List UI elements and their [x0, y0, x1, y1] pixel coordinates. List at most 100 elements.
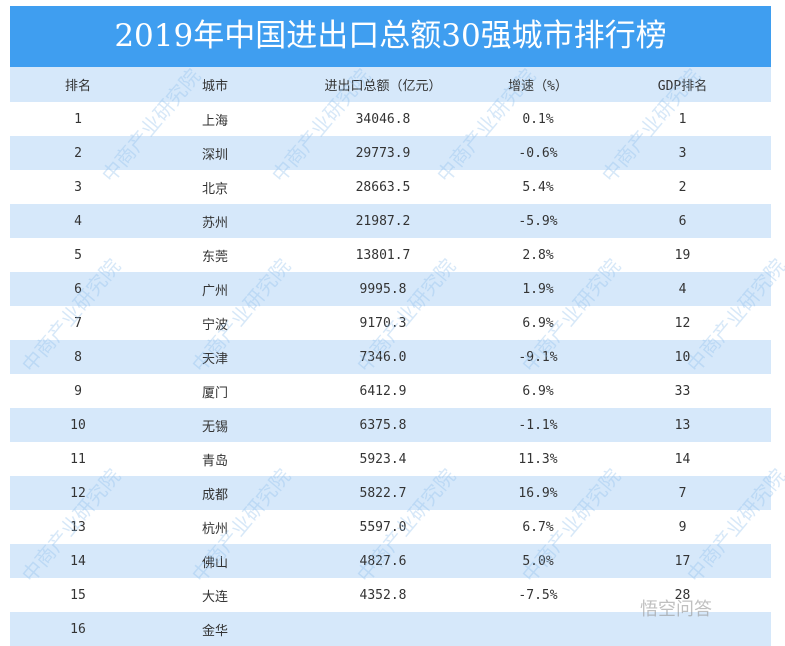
- cell-gdp-rank: 6: [678, 213, 687, 229]
- cell-city: 厦门: [201, 385, 228, 401]
- header-rank: 排名: [64, 79, 91, 94]
- cell-growth: 16.9%: [518, 485, 558, 501]
- cell-gdp-rank: 17: [674, 553, 691, 569]
- cell-city: 上海: [201, 113, 228, 129]
- cell-rank: 12: [70, 485, 86, 501]
- table-row: 1 上海 34046.8 0.1% 1: [10, 102, 771, 136]
- cell-city: 东莞: [201, 249, 228, 265]
- cell-rank: 1: [74, 111, 82, 127]
- cell-gdp-rank: 9: [678, 519, 687, 535]
- cell-total: 6412.9: [359, 383, 407, 399]
- table-row: 16 金华: [10, 612, 771, 646]
- cell-total: 6375.8: [359, 417, 407, 433]
- cell-rank: 3: [74, 179, 82, 195]
- cell-total: 28663.5: [355, 179, 411, 195]
- cell-total: 13801.7: [355, 247, 411, 263]
- table-row: 15 大连 4352.8 -7.5% 28: [10, 578, 771, 612]
- table-row: 14 佛山 4827.6 5.0% 17: [10, 544, 771, 578]
- cell-growth: -7.5%: [518, 587, 558, 603]
- cell-growth: 5.4%: [522, 179, 554, 195]
- table-row: 4 苏州 21987.2 -5.9% 6: [10, 204, 771, 238]
- cell-growth: 6.9%: [522, 383, 554, 399]
- header-total: 进出口总额（亿元）: [324, 79, 442, 94]
- cell-total: 4827.6: [359, 553, 407, 569]
- cell-growth: 2.8%: [522, 247, 554, 263]
- cell-rank: 16: [70, 621, 86, 637]
- table-row: 5 东莞 13801.7 2.8% 19: [10, 238, 771, 272]
- table-title: 2019年中国进出口总额30强城市排行榜: [10, 6, 771, 67]
- cell-city: 天津: [201, 351, 228, 367]
- cell-growth: 1.9%: [522, 281, 554, 297]
- cell-gdp-rank: 2: [678, 179, 687, 195]
- cell-growth: 6.9%: [522, 315, 554, 331]
- cell-gdp-rank: 19: [674, 247, 691, 263]
- cell-rank: 10: [70, 417, 86, 433]
- cell-city: 成都: [201, 487, 228, 503]
- cell-gdp-rank: 12: [674, 315, 691, 331]
- cell-growth: -5.9%: [518, 213, 558, 229]
- cell-rank: 11: [70, 451, 86, 467]
- cell-city: 无锡: [201, 419, 228, 435]
- cell-gdp-rank: 7: [678, 485, 687, 501]
- table-row: 10 无锡 6375.8 -1.1% 13: [10, 408, 771, 442]
- cell-rank: 8: [74, 349, 82, 365]
- cell-gdp-rank: 1: [678, 111, 687, 127]
- table-row: 11 青岛 5923.4 11.3% 14: [10, 442, 771, 476]
- cell-rank: 6: [74, 281, 82, 297]
- cell-city: 苏州: [201, 215, 228, 231]
- cell-growth: -1.1%: [518, 417, 558, 433]
- cell-rank: 5: [74, 247, 82, 263]
- table-row: 7 宁波 9170.3 6.9% 12: [10, 306, 771, 340]
- cell-total: 9170.3: [359, 315, 407, 331]
- table-row: 9 厦门 6412.9 6.9% 33: [10, 374, 771, 408]
- cell-growth: -0.6%: [518, 145, 558, 161]
- cell-gdp-rank: 13: [674, 417, 691, 433]
- cell-total: 7346.0: [359, 349, 407, 365]
- table-row: 6 广州 9995.8 1.9% 4: [10, 272, 771, 306]
- cell-city: 佛山: [201, 555, 228, 571]
- table-row: 3 北京 28663.5 5.4% 2: [10, 170, 771, 204]
- cell-growth: -9.1%: [518, 349, 558, 365]
- header-gdp-rank: GDP排名: [657, 79, 708, 94]
- cell-city: 青岛: [201, 453, 228, 469]
- table-header: 排名 城市 进出口总额（亿元） 增速（%） GDP排名: [10, 67, 771, 102]
- cell-city: 大连: [201, 589, 228, 605]
- ranking-table: 排名 城市 进出口总额（亿元） 增速（%） GDP排名 1 上海 34046.8 0.…: [10, 67, 771, 646]
- cell-growth: 0.1%: [522, 111, 554, 127]
- cell-city: 深圳: [201, 147, 228, 163]
- cell-city: 宁波: [201, 317, 228, 333]
- cell-city: 北京: [201, 181, 228, 197]
- table-row: 13 杭州 5597.0 6.7% 9: [10, 510, 771, 544]
- table-row: 8 天津 7346.0 -9.1% 10: [10, 340, 771, 374]
- cell-city: 广州: [201, 283, 228, 299]
- cell-rank: 9: [74, 383, 82, 399]
- cell-city: 金华: [201, 623, 228, 639]
- cell-growth: 6.7%: [522, 519, 554, 535]
- cell-gdp-rank: 3: [678, 145, 687, 161]
- cell-total: 34046.8: [355, 111, 411, 127]
- cell-total: 4352.8: [359, 587, 407, 603]
- cell-rank: 14: [70, 553, 86, 569]
- cell-growth: 5.0%: [522, 553, 554, 569]
- cell-total: 5923.4: [359, 451, 407, 467]
- table-row: 2 深圳 29773.9 -0.6% 3: [10, 136, 771, 170]
- cell-growth: 11.3%: [518, 451, 558, 467]
- cell-total: 5597.0: [359, 519, 407, 535]
- cell-city: 杭州: [201, 521, 228, 537]
- header-city: 城市: [201, 79, 228, 94]
- cell-gdp-rank: 4: [678, 281, 687, 297]
- cell-total: 21987.2: [355, 213, 411, 229]
- cell-gdp-rank: 14: [674, 451, 691, 467]
- cell-rank: 13: [70, 519, 86, 535]
- cell-rank: 4: [74, 213, 82, 229]
- cell-gdp-rank: 10: [674, 349, 691, 365]
- cell-rank: 7: [74, 315, 82, 331]
- cell-gdp-rank: 28: [674, 587, 691, 603]
- cell-total: 29773.9: [355, 145, 411, 161]
- cell-total: 9995.8: [359, 281, 407, 297]
- header-growth: 增速（%）: [508, 79, 568, 94]
- cell-total: 5822.7: [359, 485, 407, 501]
- cell-rank: 15: [70, 587, 86, 603]
- cell-rank: 2: [74, 145, 82, 161]
- table-row: 12 成都 5822.7 16.9% 7: [10, 476, 771, 510]
